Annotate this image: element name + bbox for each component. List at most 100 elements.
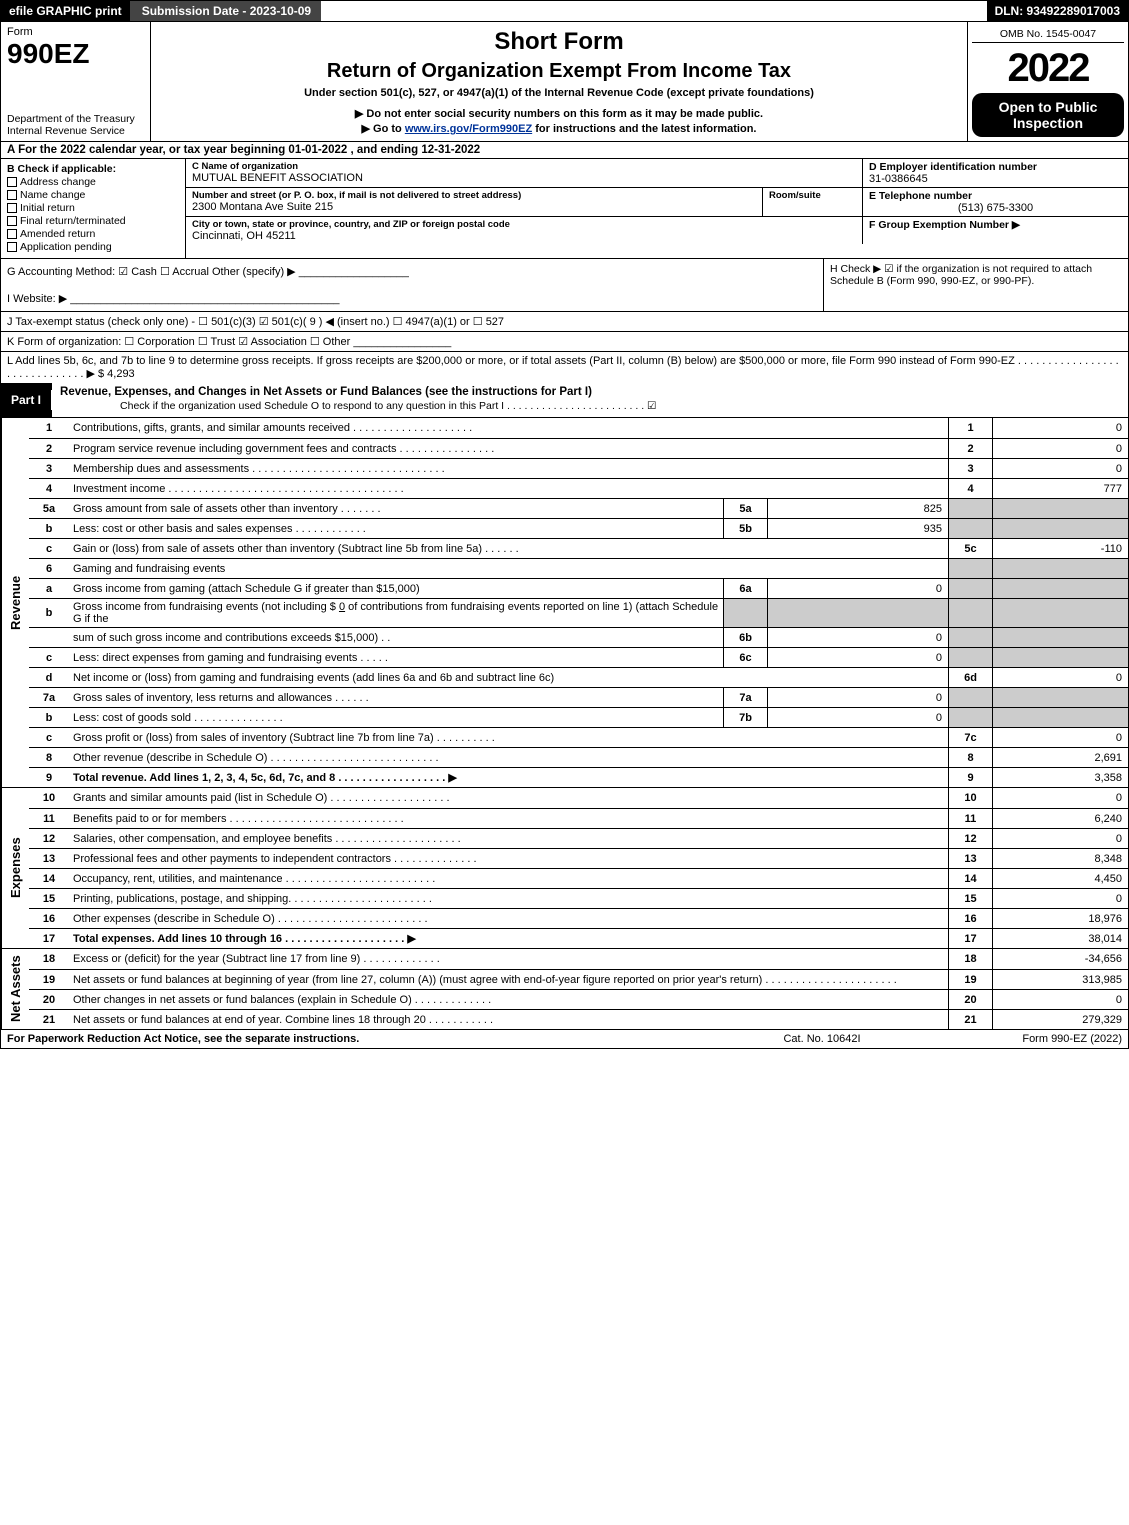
line-19: 19Net assets or fund balances at beginni…	[29, 969, 1128, 989]
expenses-vert-label: Expenses	[1, 788, 29, 948]
line-16: 16Other expenses (describe in Schedule O…	[29, 908, 1128, 928]
revenue-rows-block: 1Contributions, gifts, grants, and simil…	[29, 418, 1128, 787]
section-gi-column: G Accounting Method: ☑ Cash ☐ Accrual Ot…	[1, 259, 823, 311]
line-12: 12Salaries, other compensation, and empl…	[29, 828, 1128, 848]
phone-value: (513) 675-3300	[869, 202, 1122, 214]
section-e-block: E Telephone number (513) 675-3300	[863, 188, 1128, 216]
top-bar: efile GRAPHIC print Submission Date - 20…	[1, 1, 1128, 21]
section-h-block: H Check ▶ ☑ if the organization is not r…	[823, 259, 1128, 311]
open-public-badge: Open to Public Inspection	[972, 93, 1124, 137]
form-page: efile GRAPHIC print Submission Date - 20…	[0, 0, 1129, 1049]
footer-row: For Paperwork Reduction Act Notice, see …	[1, 1029, 1128, 1048]
section-l-line: L Add lines 5b, 6c, and 7b to line 9 to …	[1, 351, 1128, 383]
line-5c: cGain or (loss) from sale of assets othe…	[29, 538, 1128, 558]
org-name: MUTUAL BENEFIT ASSOCIATION	[192, 172, 856, 184]
return-title: Return of Organization Exempt From Incom…	[157, 60, 961, 83]
section-a-line: A For the 2022 calendar year, or tax yea…	[1, 141, 1128, 158]
section-d-block: D Employer identification number 31-0386…	[863, 159, 1128, 187]
line-7c: cGross profit or (loss) from sales of in…	[29, 727, 1128, 747]
part1-title: Revenue, Expenses, and Changes in Net As…	[52, 383, 1128, 417]
city-value: Cincinnati, OH 45211	[192, 230, 856, 242]
line-6c: cLess: direct expenses from gaming and f…	[29, 647, 1128, 667]
goto-line: ▶ Go to www.irs.gov/Form990EZ for instru…	[157, 122, 961, 135]
ssn-note: ▶ Do not enter social security numbers o…	[157, 107, 961, 120]
line-20: 20Other changes in net assets or fund ba…	[29, 989, 1128, 1009]
room-suite-block: Room/suite	[763, 188, 863, 216]
line-7a: 7aGross sales of inventory, less returns…	[29, 687, 1128, 707]
section-g-line: G Accounting Method: ☑ Cash ☐ Accrual Ot…	[7, 263, 817, 280]
e-label: E Telephone number	[869, 190, 1122, 202]
line-11: 11Benefits paid to or for members . . . …	[29, 808, 1128, 828]
section-f-block: F Group Exemption Number ▶	[863, 217, 1128, 244]
part1-header: Part I Revenue, Expenses, and Changes in…	[1, 383, 1128, 417]
part1-tab: Part I	[1, 390, 52, 410]
header-right-block: OMB No. 1545-0047 2022 Open to Public In…	[968, 22, 1128, 141]
cat-no: Cat. No. 10642I	[722, 1033, 922, 1045]
line-4: 4Investment income . . . . . . . . . . .…	[29, 478, 1128, 498]
cb-address-change[interactable]: Address change	[7, 176, 179, 188]
cb-name-change[interactable]: Name change	[7, 189, 179, 201]
irs-link[interactable]: www.irs.gov/Form990EZ	[405, 123, 532, 135]
section-b-label: B Check if applicable:	[7, 163, 179, 175]
bcde-block: B Check if applicable: Address change Na…	[1, 158, 1128, 258]
section-c-addr-block: Number and street (or P. O. box, if mail…	[186, 188, 763, 216]
form-header: Form 990EZ Department of the Treasury In…	[1, 21, 1128, 141]
part1-check-o-line: Check if the organization used Schedule …	[60, 398, 1120, 414]
addr-label: Number and street (or P. O. box, if mail…	[192, 190, 756, 201]
line-5a: 5aGross amount from sale of assets other…	[29, 498, 1128, 518]
line-6d: dNet income or (loss) from gaming and fu…	[29, 667, 1128, 687]
d-label: D Employer identification number	[869, 161, 1122, 173]
cb-application-pending[interactable]: Application pending	[7, 241, 179, 253]
line-6b: sum of such gross income and contributio…	[29, 627, 1128, 647]
section-j-line: J Tax-exempt status (check only one) - ☐…	[1, 311, 1128, 331]
header-center-block: Short Form Return of Organization Exempt…	[151, 22, 968, 141]
line-2: 2Program service revenue including gover…	[29, 438, 1128, 458]
dln-label: DLN: 93492289017003	[987, 1, 1128, 21]
line-15: 15Printing, publications, postage, and s…	[29, 888, 1128, 908]
line-5b: bLess: cost or other basis and sales exp…	[29, 518, 1128, 538]
section-b-column: B Check if applicable: Address change Na…	[1, 159, 186, 258]
efile-print-label[interactable]: efile GRAPHIC print	[1, 1, 132, 21]
submission-date-label: Submission Date - 2023-10-09	[132, 1, 321, 21]
line-1: 1Contributions, gifts, grants, and simil…	[29, 418, 1128, 438]
section-c-name-block: C Name of organization MUTUAL BENEFIT AS…	[186, 159, 863, 187]
line-21: 21Net assets or fund balances at end of …	[29, 1009, 1128, 1029]
form-text: Form	[7, 26, 144, 38]
line-18: 18Excess or (deficit) for the year (Subt…	[29, 949, 1128, 969]
section-cde-column: C Name of organization MUTUAL BENEFIT AS…	[186, 159, 1128, 258]
line-10: 10Grants and similar amounts paid (list …	[29, 788, 1128, 808]
line-14: 14Occupancy, rent, utilities, and mainte…	[29, 868, 1128, 888]
net-rows-block: 18Excess or (deficit) for the year (Subt…	[29, 949, 1128, 1029]
ghi-block: G Accounting Method: ☑ Cash ☐ Accrual Ot…	[1, 258, 1128, 311]
part1-table: Revenue 1Contributions, gifts, grants, a…	[1, 417, 1128, 1029]
short-form-title: Short Form	[157, 28, 961, 56]
addr-value: 2300 Montana Ave Suite 215	[192, 201, 756, 213]
line-9: 9Total revenue. Add lines 1, 2, 3, 4, 5c…	[29, 767, 1128, 787]
city-label: City or town, state or province, country…	[192, 219, 856, 230]
line-7b: bLess: cost of goods sold . . . . . . . …	[29, 707, 1128, 727]
cb-initial-return[interactable]: Initial return	[7, 202, 179, 214]
line-6b-pre: bGross income from fundraising events (n…	[29, 598, 1128, 627]
cb-final-return[interactable]: Final return/terminated	[7, 215, 179, 227]
net-assets-vert-label: Net Assets	[1, 949, 29, 1029]
line-6: 6Gaming and fundraising events	[29, 558, 1128, 578]
f-label: F Group Exemption Number ▶	[869, 219, 1122, 231]
section-i-line: I Website: ▶ ___________________________…	[7, 290, 817, 307]
expenses-rows-block: 10Grants and similar amounts paid (list …	[29, 788, 1128, 948]
omb-number: OMB No. 1545-0047	[972, 26, 1124, 43]
dept-label: Department of the Treasury	[7, 113, 135, 125]
line-8: 8Other revenue (describe in Schedule O) …	[29, 747, 1128, 767]
ein-value: 31-0386645	[869, 173, 1122, 185]
under-section-text: Under section 501(c), 527, or 4947(a)(1)…	[157, 87, 961, 99]
irs-label: Internal Revenue Service	[7, 125, 125, 137]
room-label: Room/suite	[769, 190, 856, 201]
tax-year: 2022	[972, 46, 1124, 91]
line-17: 17Total expenses. Add lines 10 through 1…	[29, 928, 1128, 948]
form-ref-label: Form 990-EZ (2022)	[922, 1033, 1122, 1045]
header-left-block: Form 990EZ Department of the Treasury In…	[1, 22, 151, 141]
section-k-line: K Form of organization: ☐ Corporation ☐ …	[1, 331, 1128, 351]
form-number: 990EZ	[7, 38, 144, 70]
cb-amended-return[interactable]: Amended return	[7, 228, 179, 240]
line-13: 13Professional fees and other payments t…	[29, 848, 1128, 868]
section-c-city-block: City or town, state or province, country…	[186, 217, 863, 244]
